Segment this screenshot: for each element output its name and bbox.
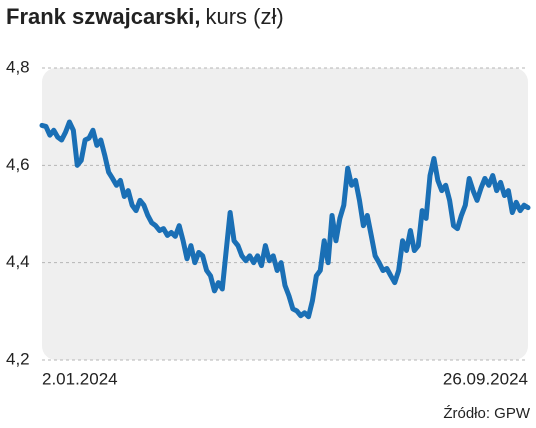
y-tick-label: 4,8: [6, 57, 30, 76]
y-tick-label: 4,6: [6, 155, 30, 174]
title-line: Frank szwajcarski, kurs (zł): [6, 4, 284, 29]
chart-title: Frank szwajcarski,: [6, 4, 200, 29]
x-tick-label: 2.01.2024: [42, 369, 118, 388]
source: Źródło: GPW: [443, 405, 531, 422]
y-tick-label: 4,4: [6, 252, 30, 271]
x-tick-label: 26.09.2024: [443, 369, 528, 388]
chart-subtitle: kurs (zł): [205, 4, 283, 29]
y-tick-label: 4,2: [6, 349, 30, 368]
plot-area: [42, 68, 528, 360]
data-line: [39, 119, 531, 320]
